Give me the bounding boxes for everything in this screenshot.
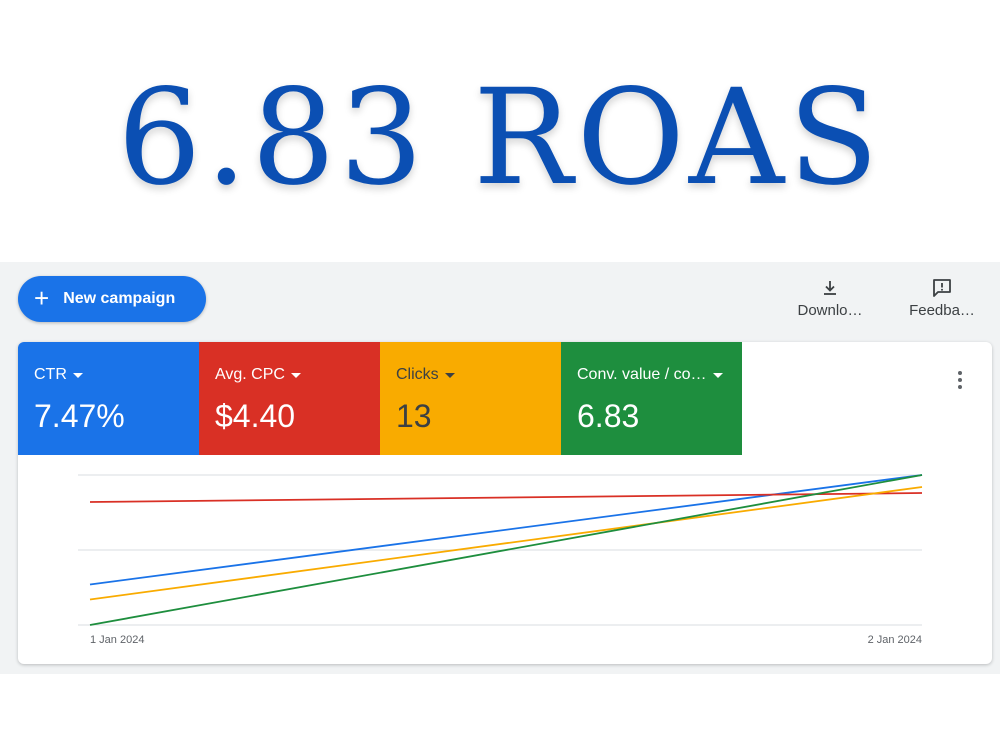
caret-down-icon (290, 372, 301, 378)
x-tick-label: 1 Jan 2024 (90, 634, 144, 646)
metric-tile-clicks[interactable]: Clicks 13 (380, 342, 561, 455)
feedback-icon (933, 279, 951, 297)
download-label: Downlo… (797, 302, 863, 319)
metric-value: 6.83 (577, 398, 640, 434)
feedback-label: Feedba… (909, 302, 975, 319)
metric-tile-avg-cpc[interactable]: Avg. CPC $4.40 (199, 342, 380, 455)
caret-down-icon (72, 372, 83, 378)
series-line-1 (89, 474, 923, 586)
metric-tile-ctr[interactable]: CTR 7.47% (18, 342, 199, 455)
campaign-overview-panel: + New campaign Downlo… Feedba… CTR 7.47%… (0, 262, 1000, 674)
caret-down-icon (444, 372, 455, 378)
download-icon (824, 281, 836, 295)
metric-value: 7.47% (34, 398, 125, 434)
caret-down-icon (712, 372, 723, 378)
x-tick-label: 2 Jan 2024 (868, 634, 922, 646)
metric-value: 13 (396, 398, 432, 434)
plus-icon: + (34, 283, 50, 313)
series-line-2 (89, 492, 923, 503)
more-options-icon[interactable] (950, 368, 970, 392)
performance-card: CTR 7.47% Avg. CPC $4.40 Clicks 13 Conv.… (18, 342, 992, 664)
series-line-4 (89, 474, 923, 626)
performance-line-chart: 1 Jan 2024 2 Jan 2024 (78, 474, 923, 646)
metric-value: $4.40 (215, 398, 296, 434)
metric-label: Avg. CPC (215, 366, 285, 383)
metric-label: CTR (34, 366, 67, 383)
headline-title: 6.83 ROAS (117, 61, 883, 215)
metric-tile-conv-value[interactable]: Conv. value / co… 6.83 (561, 342, 742, 455)
new-campaign-button[interactable]: + New campaign (18, 276, 206, 322)
metric-label: Conv. value / co… (577, 366, 707, 383)
metric-label: Clicks (396, 366, 439, 383)
series-line-3 (89, 486, 923, 601)
feedback-button[interactable]: Feedba… (902, 278, 982, 322)
new-campaign-label: New campaign (63, 290, 176, 307)
download-button[interactable]: Downlo… (790, 278, 870, 322)
